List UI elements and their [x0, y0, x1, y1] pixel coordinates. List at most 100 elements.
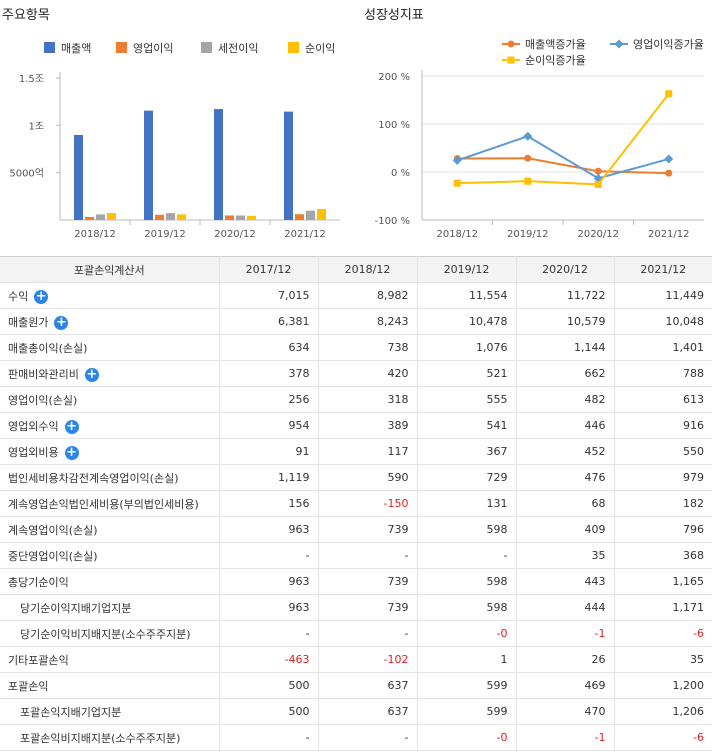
point-2-0 — [453, 179, 461, 187]
legend-label-0: 매출액 — [61, 42, 91, 55]
value-cell: 11,722 — [516, 282, 615, 309]
table-row: 기타포괄손익 -463 -102 1 26 35 — [0, 646, 712, 673]
table-row: 포괄손익지배기업지분 500 637 599 470 1,206 — [0, 698, 712, 725]
table-header-title: 포괄손익계산서 — [0, 256, 220, 283]
value-cell: 443 — [516, 568, 615, 595]
value-cell: 131 — [417, 490, 517, 517]
value-cell: 598 — [417, 594, 517, 621]
value-cell: 8,243 — [318, 308, 418, 335]
value-cell: 482 — [516, 386, 615, 413]
value-cell: 10,579 — [516, 308, 615, 335]
point-2-3 — [665, 90, 673, 98]
value-cell: 979 — [614, 464, 712, 491]
y-tick-label-0: 5000억 — [9, 168, 44, 180]
row-label-cell: 계속영업이익(손실) — [0, 516, 220, 543]
row-label-cell: 당기순이익지배기업지분 — [0, 594, 220, 621]
row-label-cell: 영업외수익 + — [0, 412, 220, 439]
value-cell: 500 — [219, 672, 319, 699]
value-cell: 11,449 — [614, 282, 712, 309]
y-tick-label-0: 200 % — [378, 72, 410, 83]
legend-label-2: 세전이익 — [218, 42, 258, 55]
value-cell: 634 — [219, 334, 319, 361]
expand-plus-icon[interactable]: + — [34, 288, 49, 304]
value-cell: -0 — [417, 724, 517, 751]
value-cell: 555 — [417, 386, 517, 413]
legend-swatch-0 — [44, 42, 55, 53]
value-cell: 739 — [318, 516, 418, 543]
table-row: 계속영업손익법인세비용(부의법인세비용) 156 -150 131 68 182 — [0, 490, 712, 517]
table-row: 매출총이익(손실) 634 738 1,076 1,144 1,401 — [0, 334, 712, 361]
row-label: 판매비와관리비 — [8, 367, 79, 381]
value-cell: 550 — [614, 438, 712, 465]
row-label-cell: 계속영업손익법인세비용(부의법인세비용) — [0, 490, 220, 517]
value-cell: - — [318, 620, 418, 647]
row-label-cell: 매출원가 + — [0, 308, 220, 335]
table-row: 법인세비용차감전계속영업이익(손실) 1,119 590 729 476 979 — [0, 464, 712, 491]
row-label: 기타포괄손익 — [8, 653, 69, 667]
row-label-cell: 총당기순이익 — [0, 568, 220, 595]
bar-1-2 — [225, 215, 234, 220]
value-cell: -6 — [614, 724, 712, 751]
value-cell: 1,200 — [614, 672, 712, 699]
expand-plus-icon[interactable]: + — [64, 418, 79, 434]
value-cell: -6 — [614, 620, 712, 647]
series-line-1 — [456, 135, 670, 180]
row-label-cell: 포괄손익비지배지분(소수주주지분) — [0, 724, 220, 751]
row-label-cell: 중단영업이익(손실) — [0, 542, 220, 569]
value-cell: 599 — [417, 698, 517, 725]
value-cell: 476 — [516, 464, 615, 491]
y-tick-label-1: 1조 — [28, 121, 44, 132]
table-header-row: 포괄손익계산서 2017/12 2018/12 2019/12 2020/12 2021/… — [0, 256, 712, 283]
bar-1-0 — [85, 216, 94, 220]
row-label: 영업외수익 — [8, 419, 59, 433]
value-cell: 10,478 — [417, 308, 517, 335]
bar-0-0 — [74, 134, 83, 220]
value-cell: 409 — [516, 516, 615, 543]
table-row: 판매비와관리비 +378 420 521 662 788 — [0, 360, 712, 387]
table-row: 중단영업이익(손실) - - -35 368 — [0, 542, 712, 569]
value-cell: 1,165 — [614, 568, 712, 595]
row-label: 매출원가 — [8, 315, 49, 329]
bar-2-3 — [306, 210, 315, 220]
value-cell: 1,206 — [614, 698, 712, 725]
value-cell: 35 — [614, 646, 712, 673]
value-cell: 500 — [219, 698, 319, 725]
value-cell: 637 — [318, 672, 418, 699]
point-1-1 — [523, 131, 533, 141]
value-cell: 117 — [318, 438, 418, 465]
value-cell: 389 — [318, 412, 418, 439]
legend-label-0: 매출액증가율 — [525, 38, 586, 51]
value-cell: 68 — [516, 490, 615, 517]
row-label: 영업외비용 — [8, 445, 59, 459]
value-cell: 367 — [417, 438, 517, 465]
value-cell: 729 — [417, 464, 517, 491]
row-label-cell: 포괄손익지배기업지분 — [0, 698, 220, 725]
value-cell: 613 — [614, 386, 712, 413]
value-cell: 521 — [417, 360, 517, 387]
bar-3-1 — [177, 214, 186, 220]
x-tick-label-3: 2021/12 — [284, 229, 326, 240]
value-cell: 916 — [614, 412, 712, 439]
table-header-year: 2021/12 — [614, 256, 712, 283]
bar-chart: 매출액 영업이익 세전이익 순이익 5000억 1조 1.5조 2018/12 2019/12 2… — [0, 26, 350, 250]
value-cell: 662 — [516, 360, 615, 387]
value-cell: 1,076 — [417, 334, 517, 361]
expand-plus-icon[interactable]: + — [64, 444, 79, 460]
bar-1-3 — [295, 214, 304, 220]
table-header-year: 2018/12 — [318, 256, 418, 283]
value-cell: 7,015 — [219, 282, 319, 309]
value-cell: 35 — [516, 542, 615, 569]
value-cell: 739 — [318, 594, 418, 621]
point-2-2 — [594, 180, 602, 188]
left-chart-title: 주요항목 — [2, 8, 50, 23]
bar-3-3 — [317, 208, 326, 220]
value-cell: 738 — [318, 334, 418, 361]
table-row: 포괄손익 500 637 599 469 1,200 — [0, 672, 712, 699]
value-cell: -1 — [516, 724, 615, 751]
x-tick-label-2: 2020/12 — [214, 229, 256, 240]
expand-plus-icon[interactable]: + — [54, 314, 69, 330]
row-label-cell: 영업외비용 + — [0, 438, 220, 465]
legend-swatch-1 — [116, 42, 127, 53]
expand-plus-icon[interactable]: + — [84, 366, 99, 382]
table-header-year: 2020/12 — [516, 256, 615, 283]
